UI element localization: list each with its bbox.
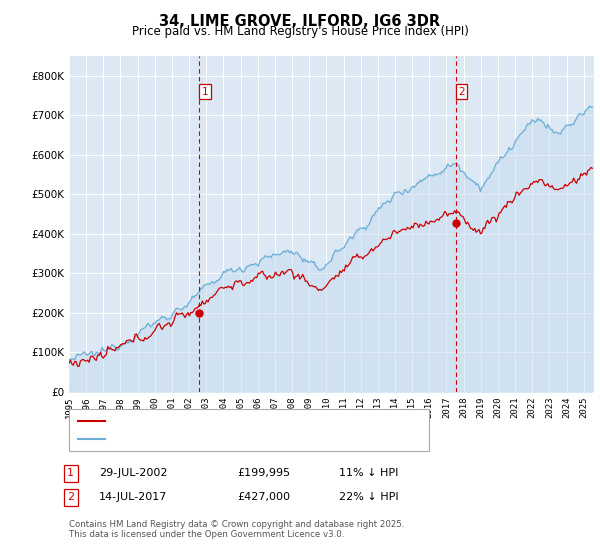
Text: £427,000: £427,000 [237, 492, 290, 502]
Text: 1: 1 [202, 87, 208, 96]
Text: 14-JUL-2017: 14-JUL-2017 [99, 492, 167, 502]
Text: HPI: Average price, semi-detached house, Redbridge: HPI: Average price, semi-detached house,… [111, 434, 386, 444]
Text: 34, LIME GROVE, ILFORD, IG6 3DR (semi-detached house): 34, LIME GROVE, ILFORD, IG6 3DR (semi-de… [111, 416, 413, 426]
Text: Price paid vs. HM Land Registry's House Price Index (HPI): Price paid vs. HM Land Registry's House … [131, 25, 469, 38]
Text: 1: 1 [67, 468, 74, 478]
Text: 29-JUL-2002: 29-JUL-2002 [99, 468, 167, 478]
Text: 2: 2 [67, 492, 74, 502]
Text: 22% ↓ HPI: 22% ↓ HPI [339, 492, 398, 502]
Text: £199,995: £199,995 [237, 468, 290, 478]
Text: 34, LIME GROVE, ILFORD, IG6 3DR: 34, LIME GROVE, ILFORD, IG6 3DR [160, 14, 440, 29]
Text: 2: 2 [458, 87, 465, 96]
Text: Contains HM Land Registry data © Crown copyright and database right 2025.
This d: Contains HM Land Registry data © Crown c… [69, 520, 404, 539]
Text: 11% ↓ HPI: 11% ↓ HPI [339, 468, 398, 478]
